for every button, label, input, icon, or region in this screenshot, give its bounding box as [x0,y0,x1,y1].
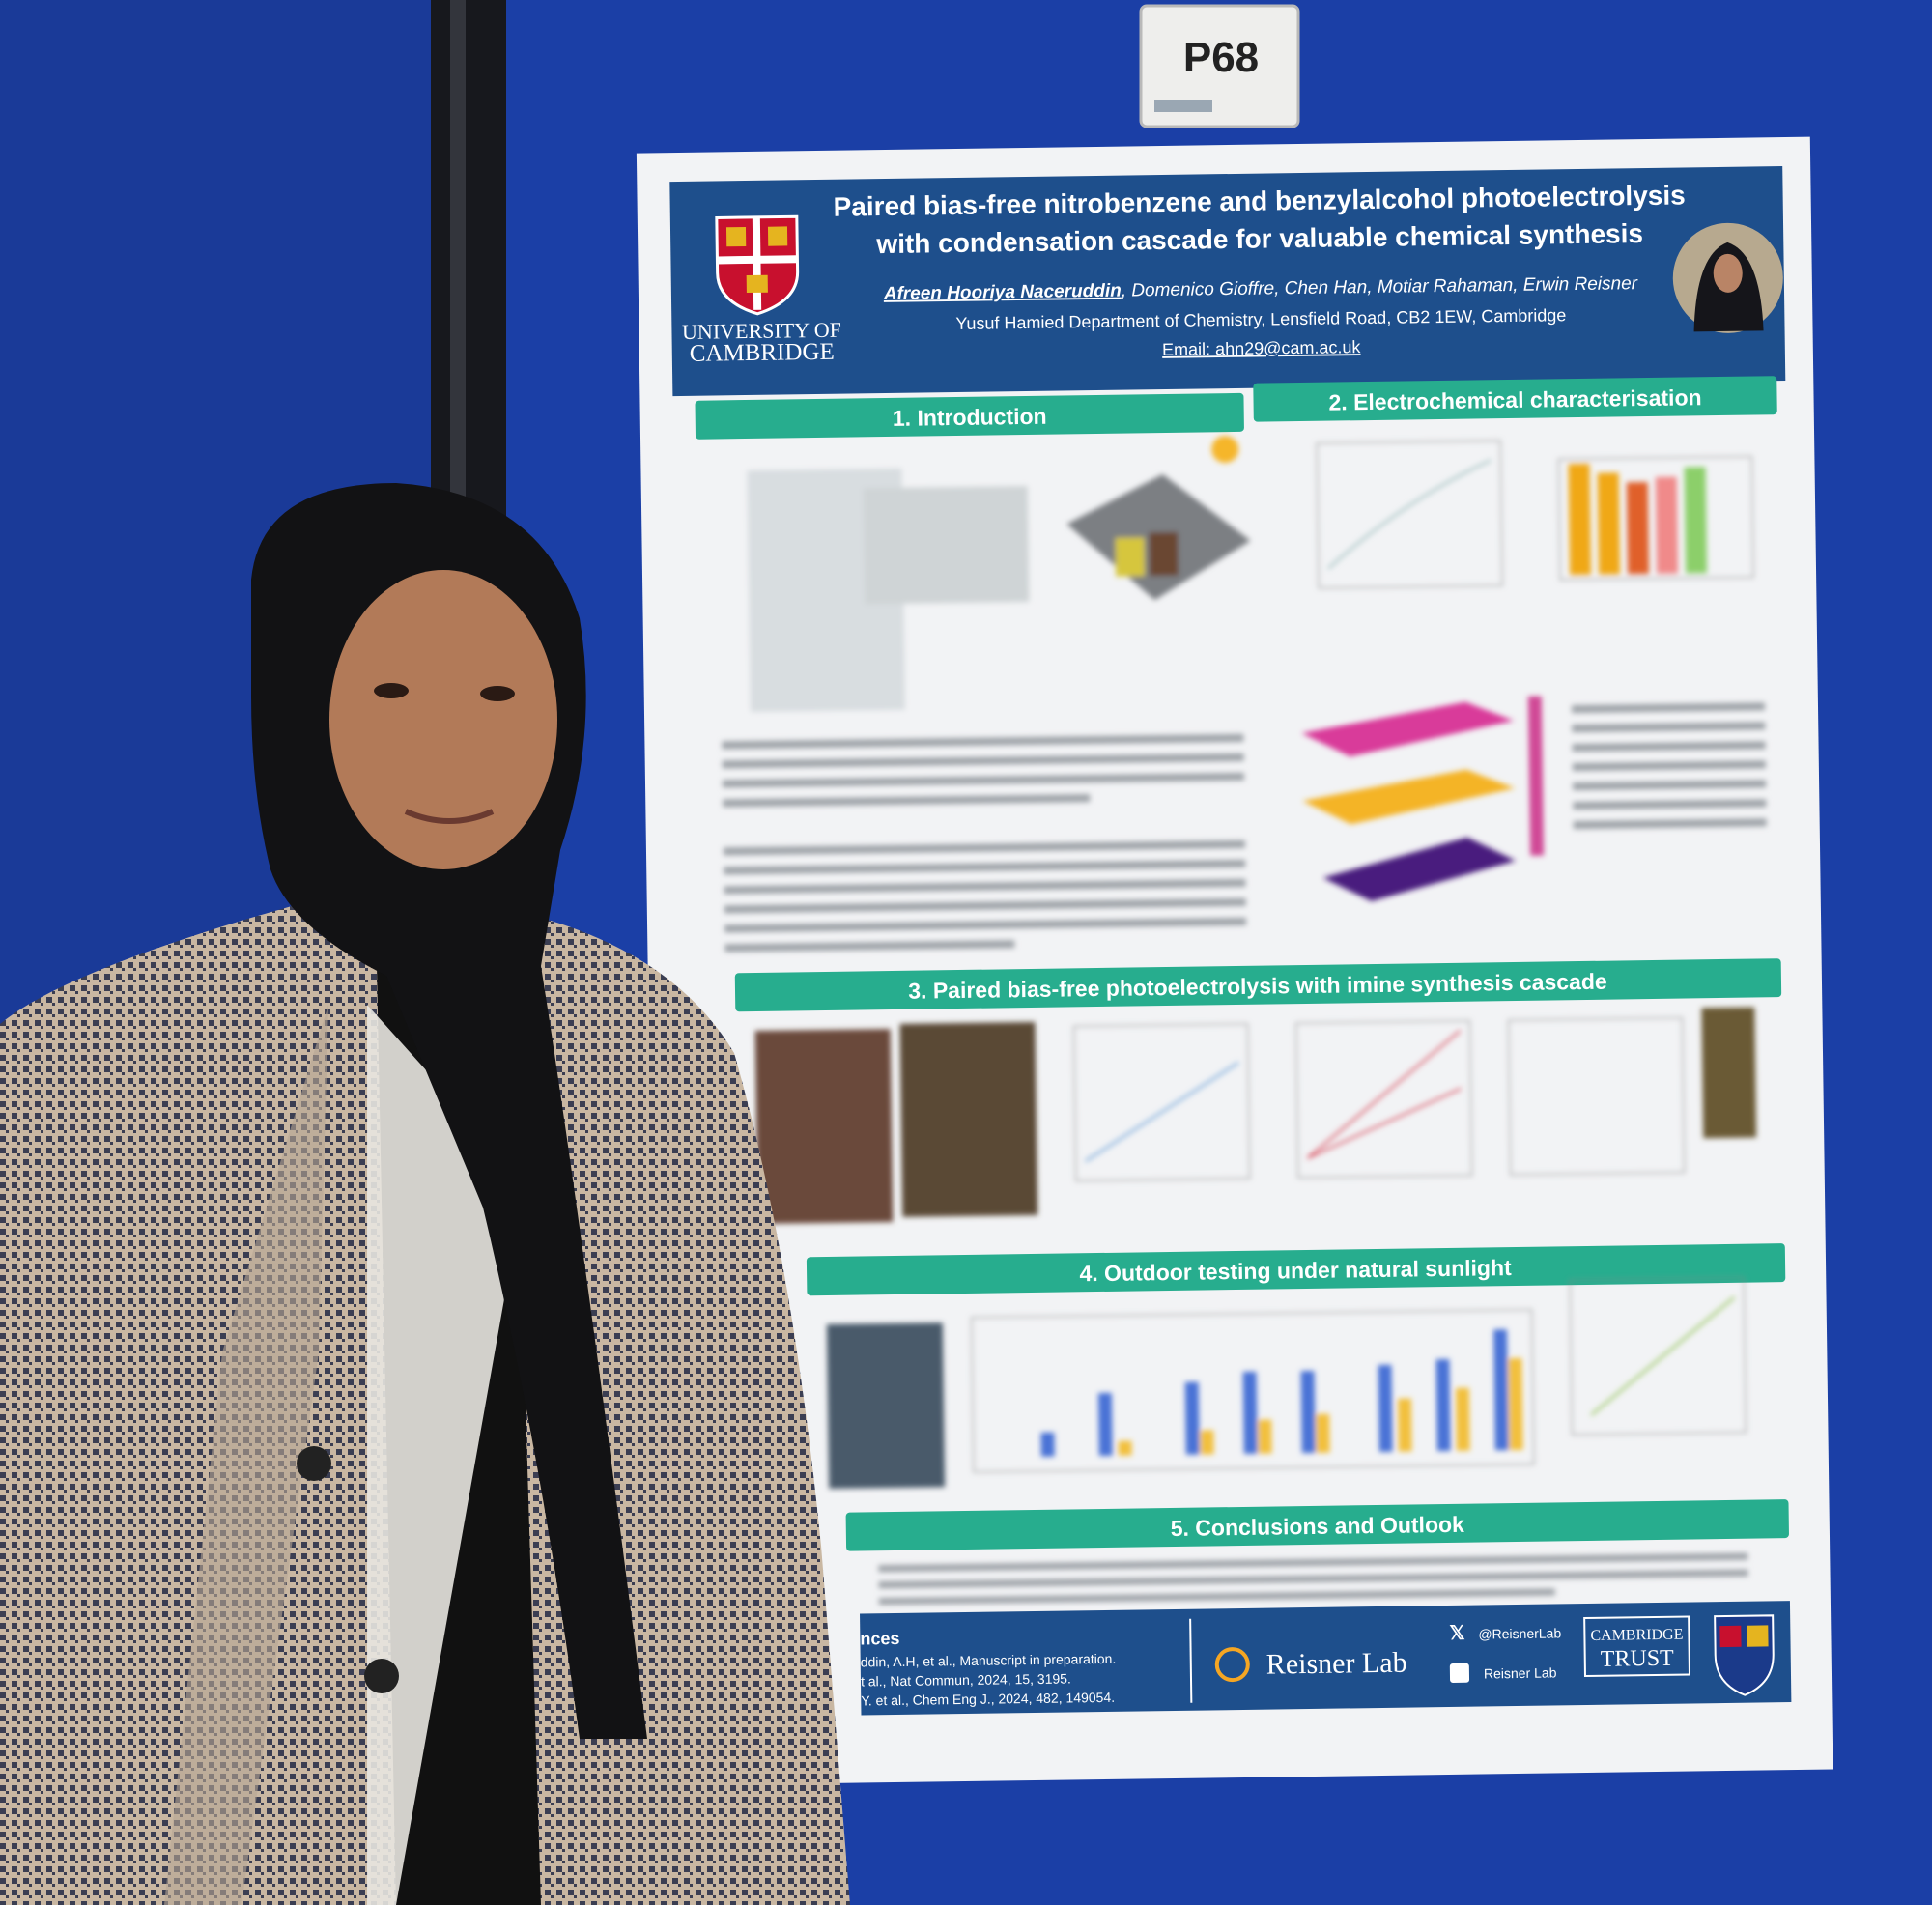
divider [1189,1618,1193,1703]
section-title: 4. Outdoor testing under natural sunligh… [1079,1255,1512,1286]
poster-footer [860,1601,1792,1716]
twitter-icon: 𝕏 [1449,1623,1464,1644]
trust-logo [1583,1615,1690,1678]
section-header [1253,376,1777,422]
blurred-content [722,436,1767,1606]
twitter-handle: @ReisnerLab [1478,1625,1561,1641]
trust-name: CAMBRIDGE [1590,1627,1683,1644]
reference: ddin, A.H, et al., Manuscript in prepara… [861,1651,1117,1670]
university-name: UNIVERSITY OF [682,318,841,344]
college-crest-part [1719,1625,1742,1648]
reference: Y. et al., Chem Eng J., 2024, 482, 14905… [861,1690,1115,1709]
eye [374,683,409,698]
section-title: 2. Electrochemical characterisation [1328,384,1701,414]
email: Email: ahn29@cam.ac.uk [1162,337,1362,359]
trust-name: TRUST [1601,1646,1675,1672]
section-title: 5. Conclusions and Outlook [1171,1512,1465,1541]
section-title: 1. Introduction [893,404,1047,431]
section-header [734,958,1782,1012]
person [0,483,850,1905]
reference: t al., Nat Commun, 2024, 15, 3195. [861,1670,1071,1689]
mouth [404,809,495,824]
badge-label: P68 [1183,34,1259,81]
face [329,570,557,869]
badge-card [1139,4,1300,128]
section-header [695,392,1244,440]
button [364,1659,399,1693]
lanyard [367,1005,512,1905]
button [297,1446,331,1481]
lapel [164,1005,328,1905]
college-crest-part [1747,1625,1769,1647]
crest [715,214,800,316]
poster-header [669,166,1786,397]
eye [480,686,515,701]
poster: UNIVERSITY OF CAMBRIDGE Paired bias-free… [636,136,1833,1786]
lead-author: Afreen Hooriya Naceruddin [883,281,1122,304]
author-photo [1672,222,1783,333]
section-header [845,1499,1789,1551]
lab-logo [1214,1647,1250,1683]
badge-logo [1154,100,1212,112]
section-header [806,1243,1786,1296]
lab-name: Reisner Lab [1266,1647,1407,1681]
references-heading: nces [860,1629,899,1649]
linkedin-name: Reisner Lab [1484,1664,1557,1681]
university-name: CAMBRIDGE [690,339,835,367]
linkedin-icon [1449,1663,1470,1683]
